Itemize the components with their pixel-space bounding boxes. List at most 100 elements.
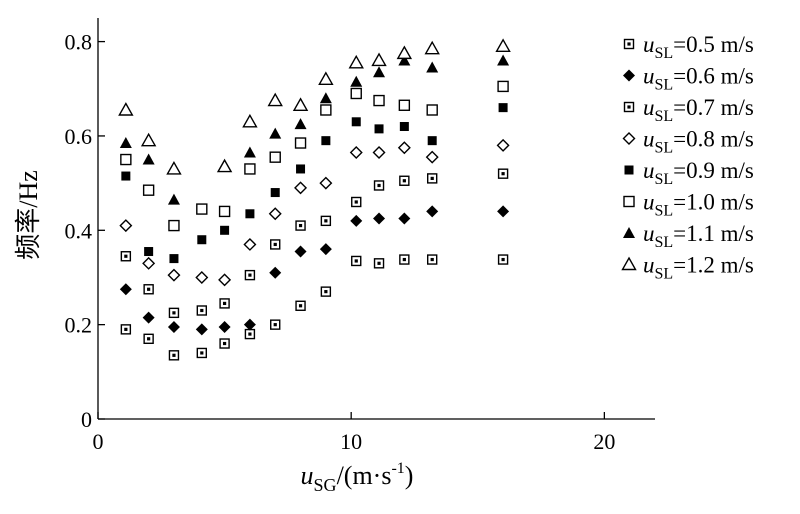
data-point [319, 176, 333, 190]
x-axis-label-unit: /(m·s [337, 461, 392, 490]
data-point [168, 307, 180, 319]
data-point [320, 215, 332, 227]
legend-label: uSL=0.9 m/s [643, 158, 754, 188]
data-point [218, 321, 231, 334]
data-point [119, 137, 132, 149]
data-point [426, 205, 439, 218]
legend-label: uSL=0.8 m/s [643, 127, 754, 157]
data-point [245, 209, 255, 219]
data-point [120, 153, 132, 166]
data-point [426, 61, 439, 73]
data-point [373, 258, 385, 269]
legend-label: uSL=0.6 m/s [643, 64, 754, 94]
data-point [142, 256, 156, 270]
data-point [427, 254, 438, 265]
legend-marker [623, 101, 635, 113]
legend-item: uSL=0.5 m/s [623, 32, 754, 62]
legend-marker [623, 69, 635, 82]
series-8 [118, 38, 511, 175]
data-point [244, 269, 256, 281]
data-point [426, 104, 438, 116]
legend-label: uSL=1.2 m/s [643, 253, 754, 283]
data-point [497, 54, 510, 66]
data-point [371, 52, 387, 67]
legend-item: uSL=1.1 m/s [623, 221, 754, 251]
data-point [320, 104, 332, 116]
data-point [118, 102, 134, 116]
legend-label: uSL=0.5 m/s [643, 32, 754, 62]
data-point [320, 286, 332, 297]
y-tick-label: 0.4 [65, 218, 93, 243]
legend-marker [622, 132, 636, 145]
data-point [373, 94, 385, 107]
data-point [498, 103, 508, 113]
data-point [351, 117, 361, 127]
data-point [219, 298, 230, 309]
data-point [119, 283, 132, 296]
data-point [197, 235, 207, 245]
data-point [169, 254, 179, 264]
data-point [294, 118, 307, 130]
data-point [244, 328, 256, 340]
legend-item: uSL=0.6 m/s [623, 64, 754, 94]
data-point [351, 255, 362, 267]
data-point [398, 212, 411, 225]
data-point [166, 161, 182, 175]
data-point [268, 207, 282, 221]
data-point [195, 323, 208, 336]
y-tick-label: 0.6 [65, 124, 93, 149]
y-axis-label: 频率/Hz [14, 170, 43, 260]
legend-item: uSL=1.0 m/s [623, 190, 754, 220]
x-tick-label: 10 [340, 429, 362, 454]
data-point [373, 212, 386, 225]
data-point [294, 137, 307, 149]
x-axis-label-sub: SG [314, 475, 337, 495]
data-point [294, 245, 307, 258]
data-point [348, 54, 364, 69]
data-point [142, 153, 155, 165]
legend-item: uSL=1.2 m/s [621, 253, 754, 283]
data-point [168, 219, 180, 232]
data-point [318, 71, 334, 86]
legend-marker [621, 256, 637, 271]
data-point [399, 175, 410, 186]
data-point [219, 338, 230, 349]
data-point [495, 38, 511, 53]
data-point [427, 136, 437, 146]
data-point [143, 284, 154, 295]
data-point [425, 150, 439, 164]
data-point [144, 247, 154, 257]
data-point [399, 254, 410, 265]
data-point [196, 203, 208, 215]
data-point [216, 158, 233, 173]
data-point [120, 251, 132, 262]
data-point [350, 87, 362, 100]
data-point [351, 196, 362, 208]
data-point [168, 350, 180, 361]
data-point [196, 305, 208, 316]
series-4 [119, 138, 510, 287]
data-point [142, 311, 155, 324]
data-point [195, 270, 209, 284]
data-point [398, 99, 411, 111]
data-point [218, 205, 231, 218]
data-point [270, 239, 281, 250]
data-point [319, 92, 332, 104]
series-1 [120, 254, 509, 361]
legend-marker [624, 165, 634, 175]
data-point [220, 225, 230, 235]
y-tick-label: 0.8 [65, 30, 93, 55]
series-6 [120, 80, 509, 232]
y-tick-label: 0.2 [65, 313, 93, 338]
data-point [396, 45, 413, 60]
legend-marker [623, 227, 635, 238]
data-point [269, 151, 281, 163]
data-point [497, 80, 509, 93]
data-points [118, 38, 511, 361]
data-point [243, 146, 256, 158]
data-point [296, 164, 306, 174]
data-point [294, 181, 308, 195]
data-point [242, 113, 258, 128]
